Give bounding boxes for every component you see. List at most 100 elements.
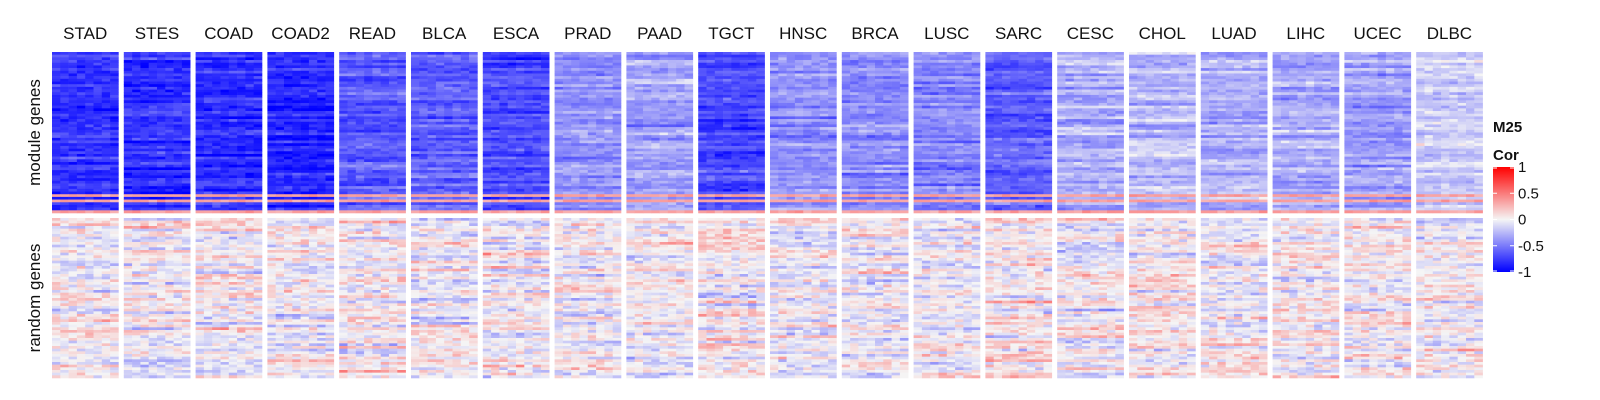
heatmap-cell <box>60 76 69 80</box>
heatmap-cell <box>482 188 492 192</box>
heatmap-cell <box>659 132 669 136</box>
heatmap-cell <box>228 170 238 174</box>
heatmap-cell <box>292 105 301 109</box>
heatmap-cell <box>516 207 525 211</box>
heatmap-cell <box>300 60 310 64</box>
heatmap-cell <box>684 70 694 74</box>
heatmap-cell <box>68 62 78 66</box>
heatmap-cell <box>507 105 517 109</box>
heatmap-cell <box>110 156 119 160</box>
heatmap-cell <box>317 191 326 195</box>
heatmap-cell <box>554 100 564 104</box>
heatmap-cell <box>786 62 796 66</box>
heatmap-cell <box>347 54 357 58</box>
heatmap-cell <box>698 143 707 147</box>
heatmap-cell <box>347 105 357 109</box>
heatmap-cell <box>93 116 103 120</box>
heatmap-cell <box>562 73 572 77</box>
heatmap-cell <box>739 60 749 64</box>
heatmap-cell <box>253 183 263 187</box>
heatmap-cell <box>482 204 492 208</box>
heatmap-cell <box>339 100 348 104</box>
heatmap-cell <box>325 65 335 69</box>
heatmap-cell <box>101 127 111 131</box>
heatmap-cell <box>140 167 149 171</box>
heatmap-cell <box>651 159 660 163</box>
heatmap-cell <box>245 186 254 190</box>
heatmap-cell <box>756 202 765 206</box>
heatmap-cell <box>195 108 205 112</box>
heatmap-cell <box>165 108 174 112</box>
heatmap-cell <box>228 151 238 155</box>
heatmap-cell <box>571 167 580 171</box>
heatmap-cell <box>667 199 677 203</box>
heatmap-cell <box>267 162 276 165</box>
heatmap-cell <box>739 204 749 208</box>
heatmap-cell <box>739 156 749 160</box>
heatmap-cell <box>364 116 373 120</box>
heatmap-cell <box>397 172 406 176</box>
heatmap-cell <box>364 78 373 82</box>
heatmap-cell <box>435 57 445 61</box>
heatmap-cell <box>579 84 589 88</box>
heatmap-cell <box>339 65 348 69</box>
heatmap-cell <box>132 204 141 208</box>
heatmap-cell <box>308 65 318 69</box>
heatmap-cell <box>491 121 500 125</box>
heatmap-cell <box>634 207 644 211</box>
heatmap-cell <box>444 54 453 58</box>
heatmap-cell <box>85 73 94 77</box>
heatmap-cell <box>212 156 221 160</box>
heatmap-cell <box>364 172 373 176</box>
heatmap-cell <box>284 145 293 149</box>
heatmap-cell <box>659 207 669 211</box>
heatmap-cell <box>101 68 111 72</box>
heatmap-cell <box>308 156 318 160</box>
heatmap-cell <box>612 145 622 149</box>
heatmap-cell <box>397 100 406 104</box>
heatmap-cell <box>245 167 254 171</box>
heatmap-cell <box>706 78 716 82</box>
heatmap-cell <box>469 207 478 211</box>
heatmap-cell <box>123 137 133 141</box>
heatmap-cell <box>85 124 94 128</box>
heatmap-cell <box>444 60 453 64</box>
heatmap-cell <box>110 140 119 144</box>
heatmap-cell <box>731 202 740 206</box>
heatmap-cell <box>756 60 765 64</box>
heatmap-cell <box>562 81 572 85</box>
heatmap-cell <box>460 78 470 82</box>
heatmap-cell <box>723 162 732 165</box>
heatmap-cell <box>579 86 589 90</box>
heatmap-cell <box>562 188 572 192</box>
heatmap-cell <box>181 70 191 74</box>
heatmap-cell <box>532 121 542 125</box>
heatmap-cell <box>253 86 263 90</box>
heatmap-cell <box>756 97 765 101</box>
heatmap-cell <box>579 89 589 93</box>
heatmap-cell <box>562 94 572 98</box>
heatmap-cell <box>676 175 685 179</box>
heatmap-cell <box>684 94 694 98</box>
heatmap-cell <box>380 137 390 141</box>
heatmap-cell <box>60 148 69 152</box>
heatmap-cell <box>469 81 478 85</box>
heatmap-cell <box>228 86 238 90</box>
heatmap-cell <box>794 70 804 74</box>
heatmap-cell <box>148 140 158 144</box>
heatmap-cell <box>140 143 149 147</box>
heatmap-cell <box>499 207 508 211</box>
heatmap-cell <box>587 156 597 160</box>
heatmap-cell <box>444 202 453 206</box>
heatmap-cell <box>93 135 103 139</box>
heatmap-cell <box>579 194 589 198</box>
heatmap-cell <box>76 92 86 96</box>
heatmap-block-esca-module <box>482 52 550 214</box>
heatmap-cell <box>317 194 326 198</box>
heatmap-cell <box>579 164 589 168</box>
heatmap-cell <box>634 76 644 80</box>
heatmap-cell <box>571 52 580 55</box>
heatmap-cell <box>731 204 740 208</box>
heatmap-cell <box>540 164 550 168</box>
heatmap-cell <box>803 57 812 61</box>
